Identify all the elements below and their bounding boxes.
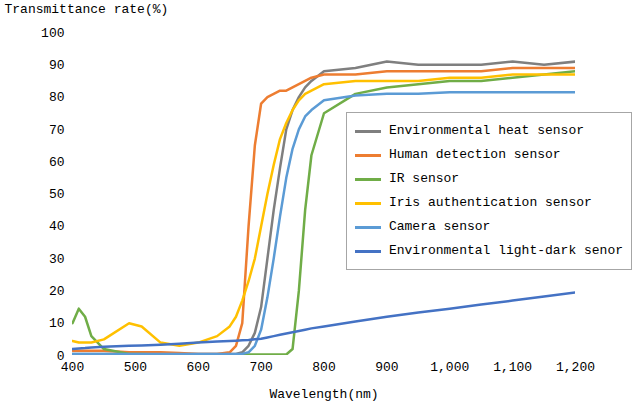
svg-text:40: 40 — [49, 219, 65, 234]
html-text:Iris authentication sensor: Iris authentication sensor — [389, 195, 592, 210]
svg-text:1,100: 1,100 — [493, 360, 532, 375]
svg-text:70: 70 — [49, 123, 65, 138]
svg-text:1,200: 1,200 — [556, 360, 595, 375]
html-text:Environmental light-dark senor: Environmental light-dark senor — [389, 243, 623, 258]
svg-text:800: 800 — [312, 360, 335, 375]
svg-text:80: 80 — [49, 90, 65, 105]
svg-text:500: 500 — [124, 360, 147, 375]
svg-text:700: 700 — [249, 360, 272, 375]
html-text:Environmental heat sensor: Environmental heat sensor — [389, 123, 584, 138]
svg-text:90: 90 — [49, 58, 65, 73]
svg-text:0: 0 — [56, 348, 65, 364]
svg-text:600: 600 — [187, 360, 210, 375]
html-text:Camera sensor: Camera sensor — [389, 219, 491, 234]
svg-text:20: 20 — [49, 284, 65, 299]
svg-text:Wavelength(nm): Wavelength(nm) — [269, 387, 378, 402]
svg-text:100: 100 — [41, 26, 64, 41]
svg-text:50: 50 — [49, 187, 65, 202]
svg-text:900: 900 — [375, 360, 398, 375]
svg-text:60: 60 — [49, 155, 65, 170]
html-text:Human detection sensor: Human detection sensor — [389, 147, 561, 162]
svg-text:30: 30 — [49, 252, 65, 267]
html-text:IR sensor: IR sensor — [389, 171, 460, 186]
svg-text:Transmittance rate(%): Transmittance rate(%) — [5, 2, 169, 17]
svg-text:400: 400 — [61, 360, 84, 375]
svg-text:10: 10 — [49, 316, 65, 331]
svg-text:1,000: 1,000 — [430, 360, 469, 375]
